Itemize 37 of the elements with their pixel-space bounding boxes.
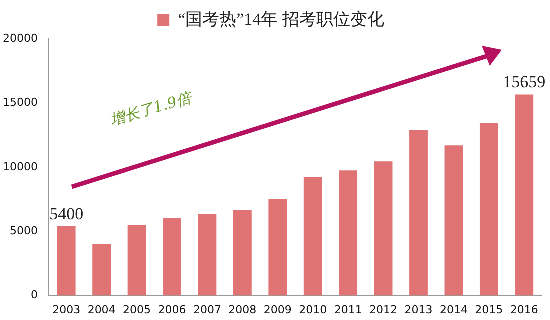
bar bbox=[128, 225, 146, 296]
bar bbox=[268, 200, 288, 296]
y-tick-label: 0 bbox=[30, 288, 38, 302]
bar bbox=[92, 244, 112, 296]
x-tick-label: 2011 bbox=[334, 303, 362, 316]
x-tick-label: 2008 bbox=[228, 303, 257, 316]
bar bbox=[198, 214, 217, 296]
bar bbox=[515, 94, 534, 296]
x-tick-label: 2013 bbox=[404, 303, 433, 316]
annotation: 增长了1.9倍 bbox=[108, 88, 194, 130]
x-tick-label: 2003 bbox=[52, 303, 81, 316]
bar bbox=[163, 218, 182, 296]
bar bbox=[410, 130, 428, 296]
x-tick-label: 2012 bbox=[370, 303, 398, 316]
x-tick-label: 2006 bbox=[158, 303, 186, 316]
x-tick-label: 2014 bbox=[440, 303, 468, 316]
y-tick-label: 10000 bbox=[2, 160, 38, 174]
x-tick-label: 2015 bbox=[475, 303, 504, 316]
bar bbox=[304, 177, 322, 296]
bar bbox=[57, 226, 76, 296]
x-tick-label: 2005 bbox=[123, 303, 152, 316]
x-tick-label: 2004 bbox=[88, 303, 116, 316]
bar bbox=[233, 210, 252, 296]
y-tick-label: 5000 bbox=[10, 224, 38, 238]
y-tick-label: 20000 bbox=[2, 32, 38, 45]
x-tick-label: 2010 bbox=[299, 303, 328, 316]
bar bbox=[480, 123, 498, 296]
bar bbox=[339, 170, 358, 296]
y-tick-label: 15000 bbox=[2, 96, 38, 110]
x-tick-label: 2016 bbox=[510, 303, 538, 316]
bar bbox=[444, 146, 464, 296]
x-tick-label: 2007 bbox=[193, 303, 222, 316]
data-label: 15659 bbox=[503, 72, 546, 92]
x-tick-label: 2009 bbox=[264, 303, 292, 316]
bar bbox=[374, 162, 393, 296]
legend-label: “国考热”14年 招考职位变化 bbox=[178, 10, 384, 29]
data-label: 5400 bbox=[50, 204, 84, 224]
